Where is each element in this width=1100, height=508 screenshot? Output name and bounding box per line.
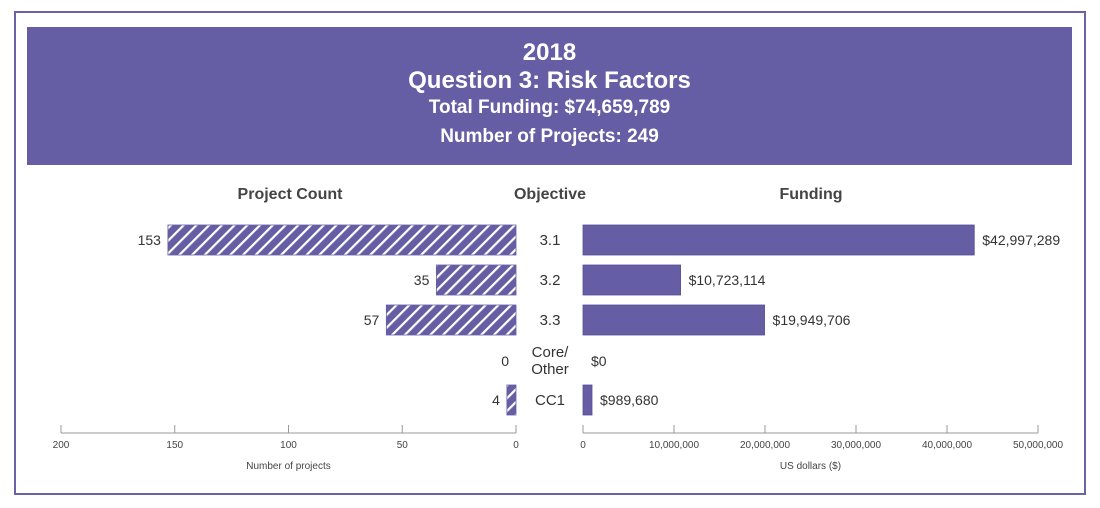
objective-label: 3.1 (540, 232, 561, 249)
project-count-bar (435, 264, 517, 296)
objective-label: Core/Other (531, 344, 569, 378)
funding-bar (582, 264, 681, 296)
column-header-objective: Objective (514, 186, 586, 203)
project-count-axis-title: Number of projects (246, 461, 330, 472)
funding-tick-label: 0 (580, 440, 586, 451)
project-count-tick-label: 0 (513, 440, 519, 451)
funding-bar (582, 224, 975, 256)
project-count-label: 153 (138, 232, 162, 248)
funding-tick-label: 20,000,000 (740, 440, 790, 451)
project-count-label: 4 (492, 392, 500, 408)
total-funding: Total Funding: $74,659,789 (428, 97, 671, 118)
project-count-label: 57 (364, 312, 380, 328)
chart-frame (14, 11, 1086, 495)
project-count-tick-label: 200 (53, 440, 70, 451)
project-count-tick-label: 100 (280, 440, 297, 451)
number-of-projects: Number of Projects: 249 (440, 126, 659, 147)
funding-label: $19,949,706 (773, 312, 851, 328)
chart-title: Question 3: Risk Factors (408, 67, 691, 94)
funding-tick-label: 30,000,000 (831, 440, 881, 451)
project-count-bar (385, 304, 517, 336)
column-header-funding: Funding (779, 186, 842, 203)
objective-label-line: Core/ (532, 344, 570, 361)
project-count-tick-label: 50 (397, 440, 409, 451)
funding-bar (582, 384, 593, 416)
chart-header: 2018 Question 3: Risk Factors Total Fund… (27, 27, 1072, 165)
funding-label: $42,997,289 (982, 232, 1060, 248)
funding-label: $10,723,114 (689, 272, 766, 288)
funding-tick-label: 40,000,000 (922, 440, 972, 451)
column-header-project-count: Project Count (238, 186, 344, 203)
project-count-bar (167, 224, 517, 256)
project-count-label: 35 (414, 272, 430, 288)
chart-year: 2018 (522, 39, 577, 66)
project-count-label: 0 (501, 353, 509, 369)
project-count-tick-label: 150 (166, 440, 183, 451)
funding-label: $0 (591, 353, 607, 369)
funding-tick-label: 50,000,000 (1013, 440, 1063, 451)
funding-axis-title: US dollars ($) (780, 461, 841, 472)
objective-label: CC1 (535, 392, 565, 409)
objective-label: 3.2 (540, 272, 561, 289)
funding-tick-label: 10,000,000 (649, 440, 699, 451)
objective-label: 3.3 (540, 312, 561, 329)
project-count-bar (506, 384, 517, 416)
objective-label-line: Other (531, 361, 569, 378)
funding-bar (582, 304, 765, 336)
funding-label: $989,680 (600, 392, 659, 408)
